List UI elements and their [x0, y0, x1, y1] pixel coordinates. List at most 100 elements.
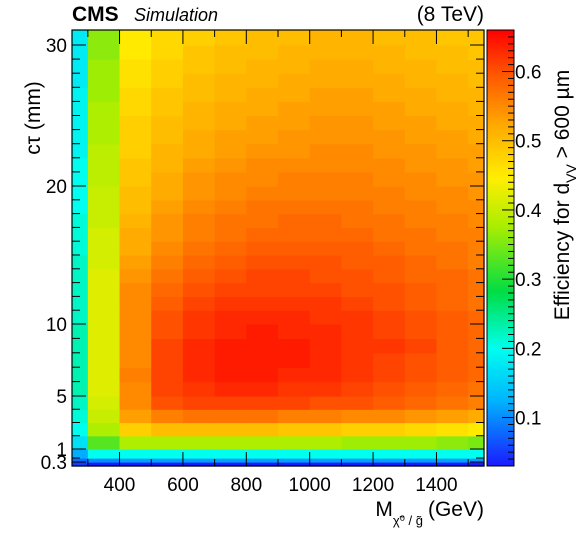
- heatmap-cell: [373, 324, 406, 339]
- heatmap-cell: [119, 268, 152, 284]
- x-tick-label: 400: [104, 475, 136, 496]
- heatmap-cell: [119, 396, 152, 410]
- heatmap-cell: [436, 268, 469, 284]
- heatmap-cell: [404, 367, 438, 383]
- heatmap-cell: [309, 462, 342, 467]
- heatmap-cell: [309, 268, 342, 284]
- heatmap-cell: [87, 171, 121, 187]
- heatmap-cell: [373, 213, 406, 228]
- y-tick-label: 20: [46, 177, 67, 198]
- heatmap-cell: [119, 241, 152, 256]
- heatmap-cell: [404, 241, 438, 256]
- heatmap-cell: [182, 367, 216, 383]
- heatmap-cell: [278, 310, 311, 325]
- heatmap-cell: [341, 435, 374, 450]
- heatmap-cell: [278, 409, 311, 424]
- heatmap-cell: [309, 396, 342, 410]
- heatmap-cell: [72, 396, 89, 410]
- heatmap-cell: [214, 268, 247, 284]
- heatmap-cell: [214, 367, 247, 383]
- heatmap-cell: [182, 396, 216, 410]
- heatmap-cell: [72, 101, 89, 117]
- heatmap-cell: [119, 367, 152, 383]
- heatmap-cell: [72, 73, 89, 88]
- heatmap-cell: [278, 59, 311, 74]
- heatmap-cell: [373, 241, 406, 256]
- heatmap-cell: [436, 186, 469, 201]
- heatmap-cell: [151, 310, 184, 325]
- heatmap-cell: [72, 462, 89, 467]
- heatmap-cell: [119, 213, 152, 228]
- x-tick-label: 1000: [289, 475, 331, 496]
- heatmap-cell: [436, 157, 469, 173]
- heatmap-cell: [72, 409, 89, 424]
- heatmap-cell: [182, 435, 216, 450]
- heatmap-cell: [214, 324, 247, 339]
- heatmap-cell: [246, 324, 279, 339]
- heatmap-cell: [309, 87, 342, 102]
- heatmap-cell: [468, 143, 485, 159]
- heatmap-cell: [72, 255, 89, 270]
- heatmap-cell: [72, 227, 89, 242]
- heatmap-cell: [119, 435, 152, 450]
- heatmap-cell: [151, 324, 184, 339]
- chart-header: CMS Simulation (8 TeV): [72, 3, 484, 26]
- heatmap-cell: [278, 87, 311, 102]
- heatmap-cell: [72, 45, 89, 60]
- heatmap-cell: [151, 171, 184, 187]
- heatmap-cell: [404, 199, 438, 215]
- heatmap-cell: [214, 101, 247, 117]
- heatmap-cell: [87, 324, 121, 339]
- heatmap-cell: [72, 310, 89, 325]
- heatmap-cell: [151, 458, 184, 463]
- heatmap-cell: [182, 458, 216, 463]
- heatmap-cell: [373, 396, 406, 410]
- y-tick-label: 0.3: [41, 453, 67, 474]
- heatmap-cell: [341, 227, 374, 242]
- heatmap-cell: [72, 367, 89, 383]
- heatmap-cell: [87, 282, 121, 297]
- heatmap-cell: [309, 129, 342, 145]
- heatmap-cell: [341, 101, 374, 117]
- heatmap-cell: [151, 129, 184, 145]
- heatmap-cell: [87, 435, 121, 450]
- heatmap-cell: [119, 101, 152, 117]
- heatmap-cell: [341, 241, 374, 256]
- heatmap-cell: [278, 324, 311, 339]
- heatmap-cell: [214, 199, 247, 215]
- heatmap-cell: [72, 352, 89, 368]
- heatmap-cell: [468, 435, 485, 450]
- heatmap-cell: [436, 171, 469, 187]
- heatmap-cell: [341, 409, 374, 424]
- heatmap-cell: [87, 409, 121, 424]
- x-axis-title: Mχ̃⁰ / g̃ (GeV): [375, 498, 484, 528]
- heatmap-cell: [436, 255, 469, 270]
- heatmap-cell: [87, 129, 121, 145]
- heatmap-cell: [119, 282, 152, 297]
- heatmap-cell: [468, 171, 485, 187]
- heatmap-cell: [309, 73, 342, 88]
- x-tick-label: 600: [167, 475, 199, 496]
- heatmap-cell: [468, 449, 485, 459]
- heatmap-cell: [72, 30, 89, 46]
- heatmap-cell: [278, 115, 311, 131]
- heatmap-cell: [214, 458, 247, 463]
- heatmap-cell: [246, 186, 279, 201]
- heatmap-cell: [436, 143, 469, 159]
- colorbar-tick-label: 0.5: [515, 132, 541, 153]
- heatmap-cell: [151, 352, 184, 368]
- heatmap-cell: [341, 282, 374, 297]
- heatmap-cell: [151, 422, 184, 437]
- heatmap-cell: [119, 30, 152, 46]
- heatmap-cell: [468, 241, 485, 256]
- heatmap-cell: [151, 213, 184, 228]
- heatmap-cell: [373, 73, 406, 88]
- heatmap-cell: [72, 422, 89, 437]
- y-axis-title: cτ (mm): [22, 81, 45, 155]
- heatmap-cell: [309, 422, 342, 437]
- heatmap-cell: [468, 87, 485, 102]
- heatmap-cell: [214, 73, 247, 88]
- heatmap-cell: [468, 45, 485, 60]
- heatmap-cell: [151, 59, 184, 74]
- heatmap-cell: [214, 45, 247, 60]
